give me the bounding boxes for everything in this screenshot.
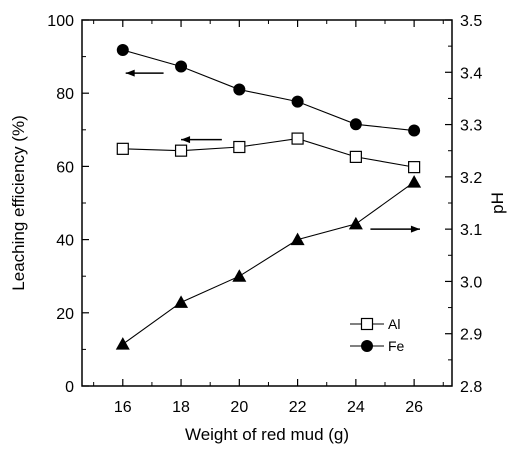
series-point-0	[116, 142, 129, 155]
x-axis-title: Weight of red mud (g)	[185, 425, 349, 444]
annotation-layer	[125, 69, 420, 233]
y-right-tick-label: 3.3	[460, 118, 482, 135]
legend-marker	[361, 340, 373, 352]
y-left-tick-label: 60	[56, 159, 74, 176]
y-left-tick-label: 40	[56, 233, 74, 250]
series-point-1	[175, 60, 188, 73]
legend: Al Fe	[350, 316, 405, 354]
series-point-2	[348, 216, 363, 230]
y-axis-right-title: pH	[488, 192, 507, 214]
series-point-1	[116, 44, 129, 57]
y-right-tick-label: 3.0	[460, 274, 482, 291]
series-line-2	[122, 181, 415, 345]
legend-label: Fe	[388, 338, 405, 354]
y-left-tick-label: 0	[65, 379, 74, 396]
legend-marker	[360, 317, 374, 331]
axis-indicator-arrow-head	[410, 225, 420, 233]
series-line-0	[122, 138, 415, 168]
legend-label: Al	[388, 316, 400, 332]
series-point-0	[174, 144, 188, 157]
series-point-0	[408, 161, 421, 174]
x-tick-label: 24	[347, 399, 365, 416]
series-point-1	[233, 83, 246, 96]
series-point-0	[349, 150, 362, 163]
series-point-2	[290, 232, 305, 246]
x-tick-label: 18	[172, 399, 190, 416]
x-tick-label: 26	[405, 399, 423, 416]
y-right-tick-label: 3.1	[460, 222, 482, 239]
y-right-tick-label: 3.4	[460, 65, 482, 82]
axis-indicator-arrow-head	[125, 69, 135, 77]
x-tick-label: 20	[230, 399, 248, 416]
series-point-2	[407, 175, 422, 188]
series-point-2	[115, 337, 130, 350]
series-point-1	[408, 124, 421, 137]
x-tick-label: 16	[114, 399, 132, 416]
plot-axes: 16 18 20 22 24 26 0 20 40 60 80 100 2.8 2.9 3.0 3.1 3.2 3…	[47, 13, 482, 416]
series-point-2	[174, 295, 189, 308]
series-layer	[115, 44, 422, 350]
series-point-1	[349, 118, 362, 131]
y-left-tick-label: 80	[56, 86, 74, 103]
series-point-1	[291, 95, 304, 108]
x-tick-label: 22	[289, 399, 307, 416]
y-right-tick-label: 3.5	[460, 13, 482, 30]
series-line-1	[122, 49, 415, 132]
series-point-0	[291, 132, 304, 145]
y-left-tick-label: 100	[47, 13, 74, 30]
y-right-tick-label: 3.2	[460, 170, 482, 187]
y-right-tick-label: 2.9	[460, 327, 482, 344]
y-right-tick-label: 2.8	[460, 379, 482, 396]
series-point-0	[233, 140, 246, 154]
y-axis-left-title: Leaching efficiency (%)	[9, 115, 28, 290]
axis-indicator-arrow-head	[181, 136, 191, 144]
series-point-2	[232, 269, 247, 282]
y-left-tick-label: 20	[56, 306, 74, 323]
